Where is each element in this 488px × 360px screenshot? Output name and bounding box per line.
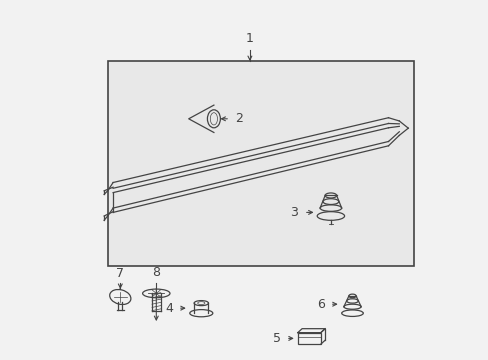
Text: 1: 1 — [245, 32, 253, 45]
Text: 3: 3 — [289, 206, 297, 219]
Bar — [107, 61, 413, 266]
Text: 4: 4 — [165, 302, 173, 315]
Text: 2: 2 — [235, 112, 243, 125]
Text: 5: 5 — [273, 332, 281, 345]
Text: 8: 8 — [152, 266, 160, 279]
Bar — [297, 333, 320, 344]
Text: 6: 6 — [317, 298, 325, 311]
Text: 7: 7 — [116, 267, 124, 280]
